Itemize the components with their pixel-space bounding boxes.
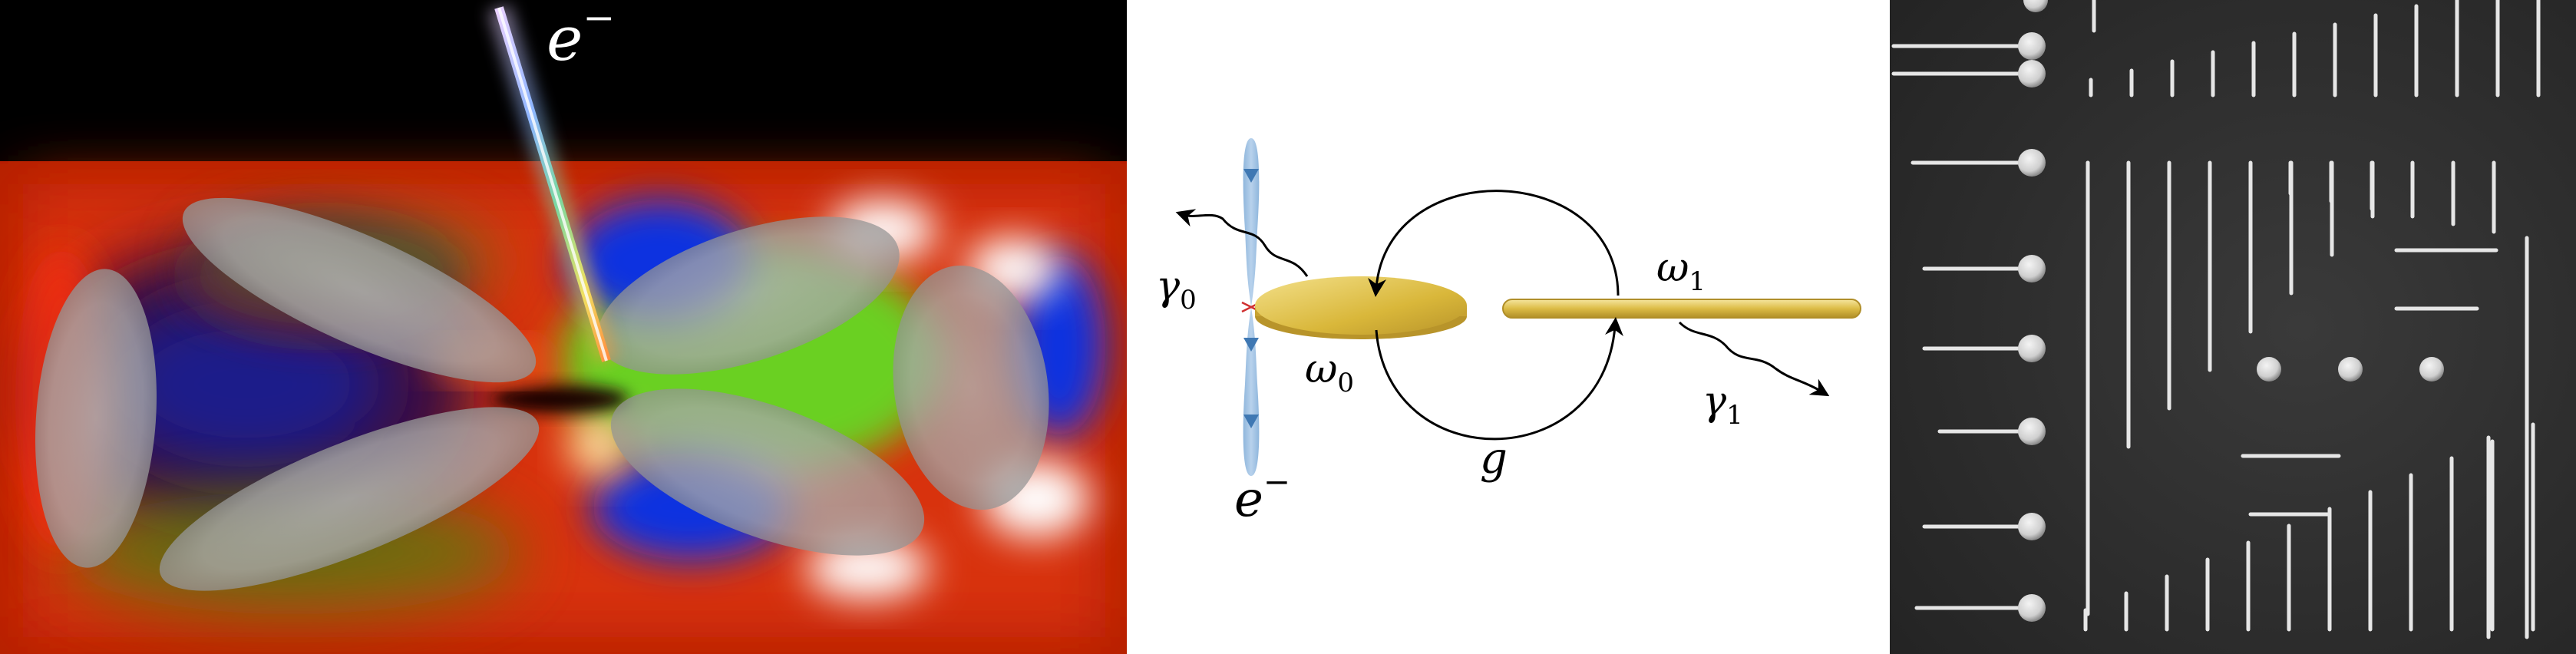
nanodisc: [2018, 418, 2046, 445]
ellipsoid: [610, 388, 925, 556]
ellipsoid: [159, 407, 540, 591]
coupling-arrow-top: [1368, 190, 1620, 297]
coupling-arrow-bottom: [1375, 317, 1623, 441]
electron-trajectory: [1241, 138, 1261, 476]
electron-beam: [487, 4, 618, 365]
sem-image-panel: [1890, 0, 2576, 654]
gamma0-emission-arrow: [1175, 209, 1309, 277]
ellipsoid-particles: [35, 197, 1049, 591]
nanodisc: [2018, 594, 2046, 622]
beam-direction-arrow: [1243, 415, 1259, 428]
nanodisc: [2018, 513, 2046, 540]
electron-label: e−: [547, 0, 615, 74]
field-map-figure: e−: [0, 0, 1127, 654]
omega0-label: ω0: [1305, 346, 1354, 398]
nanodisc: [2018, 32, 2046, 60]
ellipsoid: [597, 216, 900, 375]
coupling-label: g: [1480, 434, 1508, 484]
nanostructures: [1891, 0, 2541, 639]
nanodisc: [2018, 149, 2046, 177]
nanodisc: [2023, 0, 2048, 12]
beam-direction-arrow: [1243, 169, 1259, 183]
gamma1-emission-arrow: [1678, 321, 1830, 397]
ellipsoid: [35, 269, 157, 568]
coupling-schematic: γ0 ω0 ω1 γ1 g e−: [1156, 138, 1861, 528]
nanodisc: [2338, 357, 2363, 382]
schematic-panel: γ0 ω0 ω1 γ1 g e−: [1127, 0, 1890, 654]
nanodisc: [2018, 335, 2046, 362]
nanodisc: [2018, 255, 2046, 282]
ellipsoid: [182, 197, 537, 383]
nanodisc: [2257, 357, 2281, 382]
sem-micrograph: [1890, 0, 2576, 654]
omega1-label: ω1: [1656, 245, 1706, 297]
rod-resonator: [1502, 299, 1861, 319]
beam-direction-arrow: [1243, 338, 1259, 352]
nanodisc: [2419, 357, 2444, 382]
disk-resonator: [1255, 276, 1467, 339]
electron-label-schematic: e−: [1234, 463, 1290, 528]
gamma1-label: γ1: [1702, 378, 1743, 431]
gamma0-label: γ0: [1156, 263, 1197, 315]
field-map-panel: e−: [0, 0, 1127, 654]
ellipsoid: [893, 265, 1049, 510]
sem-background: [1890, 0, 2576, 654]
nanodisc: [2018, 60, 2046, 88]
